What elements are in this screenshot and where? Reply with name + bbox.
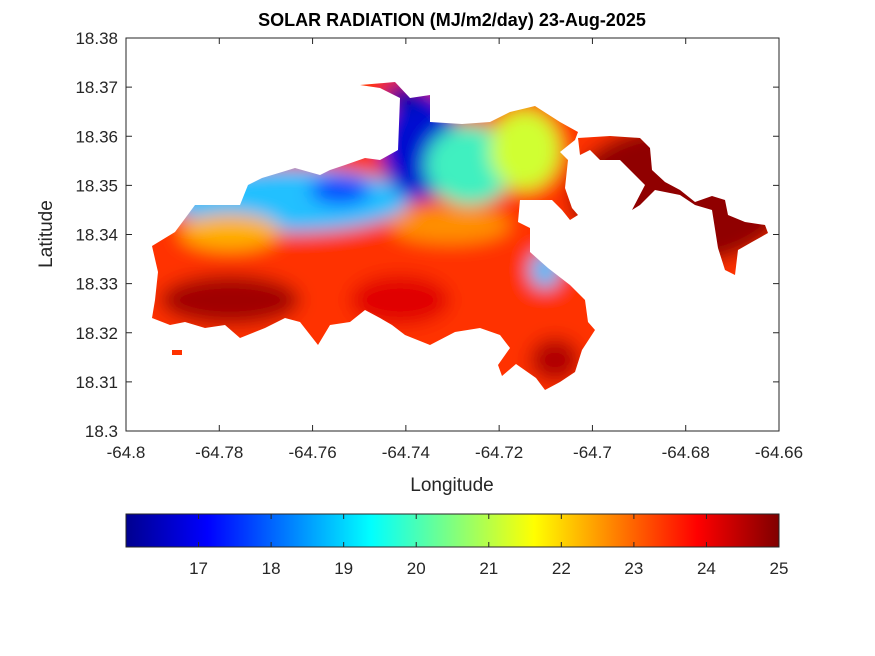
colorbar-tick-label: 21 bbox=[479, 559, 498, 578]
colorbar-tick-label: 22 bbox=[552, 559, 571, 578]
colorbar-tick-label: 20 bbox=[407, 559, 426, 578]
y-tick-label: 18.35 bbox=[75, 176, 118, 195]
x-axis-ticks: -64.8 -64.78 -64.76 -64.74 -64.72 -64.7 -64.68… bbox=[107, 38, 803, 462]
colorbar-tick-label: 24 bbox=[697, 559, 716, 578]
y-tick-label: 18.33 bbox=[75, 275, 118, 294]
west-basin-zone bbox=[310, 176, 370, 204]
x-tick-label: -64.8 bbox=[107, 443, 146, 462]
colorbar-ticks: 17 18 19 20 21 22 23 24 25 bbox=[189, 514, 788, 578]
central-transition-zone bbox=[390, 207, 510, 243]
x-tick-label: -64.72 bbox=[475, 443, 523, 462]
x-axis-label: Longitude bbox=[410, 475, 493, 496]
south-coast-west-zone bbox=[160, 275, 300, 325]
y-tick-label: 18.32 bbox=[75, 324, 118, 343]
x-tick-label: -64.7 bbox=[573, 443, 612, 462]
colorbar bbox=[125, 513, 780, 548]
y-tick-label: 18.3 bbox=[85, 422, 118, 441]
x-tick-label: -64.74 bbox=[382, 443, 430, 462]
y-axis-ticks: 18.3 18.31 18.32 18.33 18.34 18.35 18.36 18.37 1… bbox=[75, 29, 779, 441]
northeast-ridge-zone bbox=[490, 110, 560, 190]
y-tick-label: 18.34 bbox=[75, 226, 118, 245]
y-axis-label: Latitude bbox=[36, 200, 57, 268]
y-tick-label: 18.37 bbox=[75, 78, 118, 97]
colorbar-tick-label: 23 bbox=[624, 559, 643, 578]
x-tick-label: -64.78 bbox=[195, 443, 243, 462]
southeast-point-zone bbox=[530, 338, 580, 382]
y-tick-label: 18.36 bbox=[75, 127, 118, 146]
south-coast-central-zone bbox=[350, 275, 450, 325]
y-tick-label: 18.31 bbox=[75, 373, 118, 392]
colorbar-tick-label: 17 bbox=[189, 559, 208, 578]
colorbar-tick-label: 18 bbox=[262, 559, 281, 578]
x-tick-label: -64.66 bbox=[755, 443, 803, 462]
colorbar-tick-label: 25 bbox=[770, 559, 789, 578]
colorbar-tick-label: 19 bbox=[334, 559, 353, 578]
chart-title: SOLAR RADIATION (MJ/m2/day) 23-Aug-2025 bbox=[258, 10, 646, 30]
x-tick-label: -64.68 bbox=[662, 443, 710, 462]
x-tick-label: -64.76 bbox=[288, 443, 336, 462]
west-slope-zone bbox=[180, 214, 280, 250]
y-tick-label: 18.38 bbox=[75, 29, 118, 48]
